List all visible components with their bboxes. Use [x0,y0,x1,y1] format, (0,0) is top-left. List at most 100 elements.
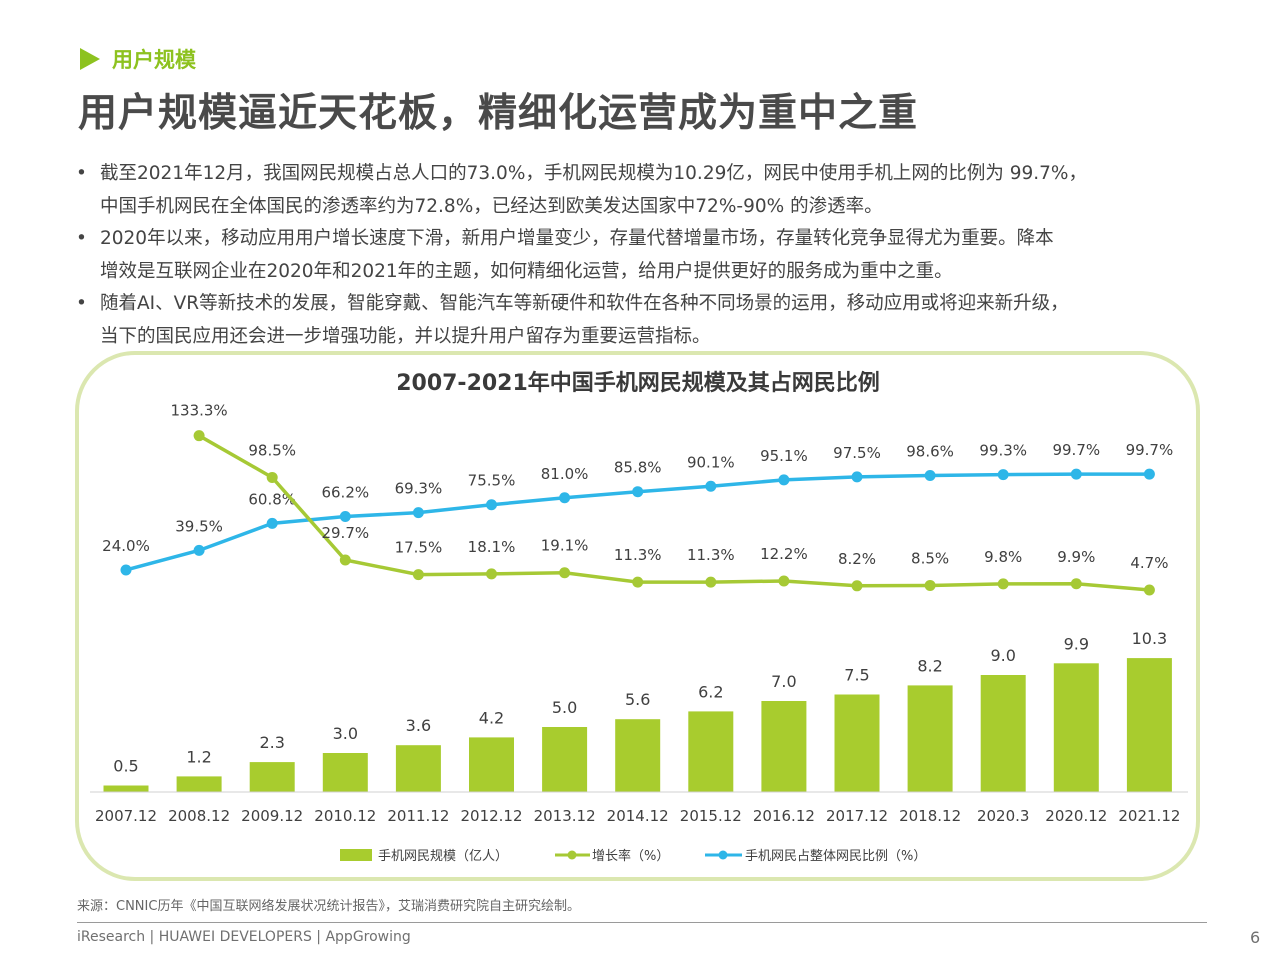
share-data-label: 60.8% [248,490,296,508]
growth-data-label: 8.2% [838,550,876,568]
share-data-label: 39.5% [175,517,223,535]
growth-point [632,576,644,588]
growth-data-label: 11.3% [614,546,662,564]
bullet-item: • 2020年以来，移动应用用户增长速度下滑，新用户增量变少，存量代替增量市场，… [76,223,1226,288]
bar-value-label: 7.5 [844,666,869,685]
bar-value-label: 9.0 [990,646,1015,665]
bar-value-label: 8.2 [917,656,942,675]
share-data-label: 75.5% [468,472,516,490]
section-tag: 用户规模 [80,44,196,74]
growth-data-label: 17.5% [395,539,443,557]
legend-growth-label: 增长率（%） [592,848,669,864]
share-data-label: 99.7% [1052,441,1100,459]
growth-data-label: 98.5% [248,441,296,459]
share-point [1143,468,1155,480]
chart-title: 2007-2021年中国手机网民规模及其占网民比例 [396,370,880,396]
source-note: 来源：CNNIC历年《中国互联网络发展状况统计报告》，艾瑞消费研究院自主研究绘制… [77,899,580,914]
share-point [997,469,1009,481]
growth-data-label: 11.3% [687,546,735,564]
share-point [193,544,205,556]
bullet-dot: • [76,163,87,184]
share-data-label: 99.7% [1126,441,1174,459]
bar-value-label: 5.0 [552,698,577,717]
bar-value-label: 5.6 [625,690,650,709]
bullet-line: 当下的国民应用还会进一步增强功能，并以提升用户留存为重要运营指标。 [100,325,711,347]
share-point [778,474,790,486]
share-data-label: 85.8% [614,459,662,477]
share-data-label: 98.6% [906,442,954,460]
growth-point [1143,584,1155,596]
bar [907,685,953,792]
bar [395,745,441,792]
x-tick-label: 2011.12 [387,807,449,825]
legend-share-label: 手机网民占整体网民比例（%） [745,849,926,864]
share-data-label: 24.0% [102,537,150,555]
growth-point [851,580,863,592]
growth-point [778,575,790,587]
growth-data-label: 9.8% [984,548,1022,566]
bullet-line: 中国手机网民在全体国民的渗透率约为72.8%，已经达到欧美发达国家中72%-90… [100,195,883,217]
share-point [120,564,132,576]
share-point [412,507,424,519]
share-point [266,517,278,529]
x-tick-label: 2020.12 [1045,807,1107,825]
growth-data-label: 8.5% [911,549,949,567]
share-data-label: 66.2% [321,484,369,502]
growth-point [924,579,936,591]
growth-data-label: 19.1% [541,537,589,555]
growth-point [705,576,717,588]
legend-share-marker [718,850,728,860]
x-tick-label: 2018.12 [899,807,961,825]
share-point [486,499,497,511]
bullet-line: 增效是互联网企业在2020年和2021年的主题，如何精细化运营，给用户提供更好的… [100,260,953,282]
growth-point [339,554,351,566]
growth-line [198,434,1150,592]
bullet-line: 截至2021年12月，我国网民规模占总人口的73.0%，手机网民规模为10.29… [100,163,1088,184]
share-data-label: 81.0% [541,465,589,483]
bar-value-label: 1.2 [186,747,211,766]
growth-data-label: 133.3% [170,402,227,420]
section-label: 用户规模 [112,48,196,72]
share-point [339,511,351,523]
bar-value-label: 7.0 [771,672,796,691]
growth-point [266,471,278,483]
footer-divider [77,922,1207,923]
bar [249,762,295,792]
x-tick-label: 2012.12 [460,807,522,825]
triangle-icon [80,48,100,70]
share-point [705,480,717,492]
bar [615,719,661,792]
bar [322,753,368,792]
bar [980,675,1026,792]
x-tick-label: 2016.12 [753,807,815,825]
growth-point [193,430,205,442]
x-tick-label: 2017.12 [826,807,888,825]
bar [469,737,514,792]
share-point [924,469,936,481]
bullet-item: • 截至2021年12月，我国网民规模占总人口的73.0%，手机网民规模为10.… [76,158,1226,223]
bullet-line: 随着AI、VR等新技术的发展，智能穿戴、智能汽车等新硬件和软件在各种不同场景的运… [100,293,1069,314]
bar [834,694,880,792]
x-tick-label: 2015.12 [680,807,742,825]
share-data-label: 69.3% [395,480,443,498]
bar-value-label: 9.9 [1064,634,1089,653]
share-point [1070,468,1082,480]
bullet-dot: • [76,228,87,249]
bar [761,701,807,792]
x-tick-label: 2021.12 [1118,807,1180,825]
share-data-label: 95.1% [760,447,808,465]
bar-value-label: 2.3 [259,733,284,752]
growth-point [412,569,424,581]
page-title: 用户规模逼近天花板，精细化运营成为重中之重 [78,91,919,136]
growth-data-label: 12.2% [760,545,808,563]
share-point [851,471,863,483]
x-tick-label: 2007.12 [95,807,157,825]
growth-point [559,567,571,579]
page-number: 6 [1250,928,1261,947]
bar [176,776,222,792]
growth-data-label: 18.1% [468,538,516,556]
bar-value-label: 3.6 [406,716,431,735]
growth-point [486,568,497,580]
legend-bar-label: 手机网民规模（亿人） [378,849,508,864]
